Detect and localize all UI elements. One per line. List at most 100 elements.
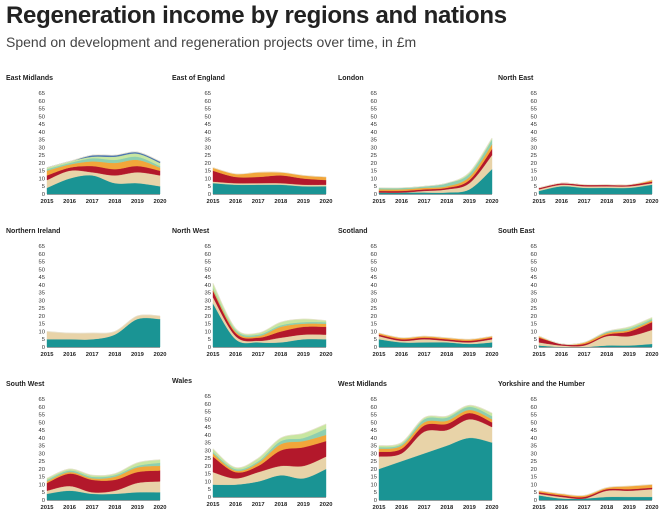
y-tick-label: 45 — [39, 275, 45, 281]
area-top-outline — [538, 484, 653, 497]
panel-title: Scotland — [338, 228, 368, 235]
y-tick-label: 40 — [39, 130, 45, 136]
y-tick-label: 50 — [205, 417, 211, 423]
y-tick-label: 0 — [208, 495, 211, 501]
y-tick-label: 5 — [208, 337, 211, 343]
y-tick-label: 45 — [371, 428, 377, 434]
y-tick-label: 20 — [371, 161, 377, 167]
page-title: Regeneration income by regions and natio… — [6, 2, 507, 29]
y-tick-label: 0 — [374, 345, 377, 351]
panel-north-west: North West 0 5 10 15 20 25 30 35 40 45 50 55 60 65 201… — [172, 228, 332, 374]
y-tick-label: 55 — [205, 410, 211, 416]
y-tick-label: 35 — [531, 444, 537, 450]
y-tick-label: 10 — [205, 329, 211, 335]
x-tick-label: 2019 — [463, 352, 477, 358]
y-tick-label: 45 — [371, 122, 377, 128]
y-tick-label: 50 — [205, 114, 211, 120]
panel-south-east: South East 0 5 10 15 20 25 30 35 40 45 50 55 60 65 201… — [498, 228, 658, 374]
area-top-outline — [378, 137, 493, 189]
x-tick-label: 2017 — [418, 199, 431, 205]
x-tick-label: 2018 — [440, 505, 454, 511]
y-tick-label: 50 — [531, 420, 537, 426]
y-tick-label: 15 — [39, 169, 45, 175]
y-tick-label: 55 — [205, 260, 211, 266]
y-tick-label: 65 — [531, 397, 537, 403]
y-tick-label: 40 — [205, 130, 211, 136]
x-tick-label: 2015 — [207, 199, 221, 205]
x-tick-label: 2018 — [108, 352, 122, 358]
y-tick-label: 20 — [531, 161, 537, 167]
y-tick-label: 40 — [205, 433, 211, 439]
y-tick-label: 20 — [531, 467, 537, 473]
y-tick-label: 0 — [534, 345, 537, 351]
panel-title: South East — [498, 228, 535, 235]
y-tick-label: 55 — [531, 413, 537, 419]
panel-scotland: Scotland 0 5 10 15 20 25 30 35 40 45 50 55 60 65 2015 2… — [338, 228, 498, 374]
x-tick-label: 2020 — [154, 505, 167, 511]
y-tick-label: 0 — [534, 192, 537, 198]
x-tick-label: 2015 — [373, 199, 387, 205]
y-tick-label: 0 — [208, 192, 211, 198]
y-tick-label: 5 — [534, 337, 537, 343]
y-tick-label: 60 — [39, 99, 45, 105]
y-tick-label: 30 — [371, 145, 377, 151]
y-tick-label: 10 — [531, 482, 537, 488]
y-tick-label: 55 — [531, 260, 537, 266]
y-tick-label: 20 — [531, 314, 537, 320]
y-tick-label: 50 — [205, 267, 211, 273]
y-tick-label: 0 — [208, 345, 211, 351]
y-tick-label: 65 — [371, 91, 377, 97]
x-tick-label: 2020 — [154, 352, 167, 358]
y-tick-label: 35 — [371, 138, 377, 144]
x-tick-label: 2016 — [229, 352, 243, 358]
y-tick-label: 60 — [531, 99, 537, 105]
x-tick-label: 2015 — [373, 505, 387, 511]
y-tick-label: 40 — [39, 283, 45, 289]
y-tick-label: 15 — [205, 322, 211, 328]
x-tick-label: 2019 — [297, 352, 311, 358]
y-tick-label: 55 — [371, 107, 377, 113]
y-tick-label: 65 — [531, 244, 537, 250]
y-tick-label: 20 — [39, 314, 45, 320]
y-tick-label: 5 — [208, 487, 211, 493]
y-tick-label: 35 — [39, 138, 45, 144]
y-tick-label: 45 — [531, 428, 537, 434]
y-tick-label: 10 — [531, 176, 537, 182]
y-tick-label: 45 — [205, 425, 211, 431]
y-tick-label: 50 — [39, 420, 45, 426]
y-tick-label: 45 — [531, 122, 537, 128]
y-tick-label: 5 — [534, 184, 537, 190]
y-tick-label: 10 — [531, 329, 537, 335]
y-tick-label: 20 — [205, 464, 211, 470]
y-tick-label: 55 — [39, 107, 45, 113]
panel-wales: Wales 0 5 10 15 20 25 30 35 40 45 50 55 60 65 2015 2016… — [172, 378, 332, 524]
panel-title: East Midlands — [6, 75, 54, 82]
y-tick-label: 30 — [39, 145, 45, 151]
y-tick-label: 35 — [371, 291, 377, 297]
y-tick-label: 60 — [531, 405, 537, 411]
x-tick-label: 2019 — [623, 352, 637, 358]
x-tick-label: 2015 — [533, 352, 547, 358]
y-tick-label: 30 — [205, 298, 211, 304]
y-tick-label: 40 — [371, 436, 377, 442]
y-tick-label: 10 — [205, 176, 211, 182]
y-tick-label: 30 — [205, 448, 211, 454]
y-tick-label: 5 — [374, 490, 377, 496]
y-tick-label: 60 — [531, 252, 537, 258]
y-tick-label: 5 — [208, 184, 211, 190]
x-tick-label: 2019 — [623, 199, 637, 205]
y-tick-label: 60 — [371, 252, 377, 258]
x-tick-label: 2018 — [600, 199, 614, 205]
y-tick-label: 20 — [205, 314, 211, 320]
x-tick-label: 2017 — [252, 199, 265, 205]
panel-south-west: South West 0 5 10 15 20 25 30 35 40 45 50 55 60 65 201… — [6, 381, 166, 527]
y-tick-label: 25 — [205, 153, 211, 159]
y-tick-label: 55 — [371, 260, 377, 266]
y-tick-label: 30 — [39, 451, 45, 457]
y-tick-label: 35 — [531, 138, 537, 144]
